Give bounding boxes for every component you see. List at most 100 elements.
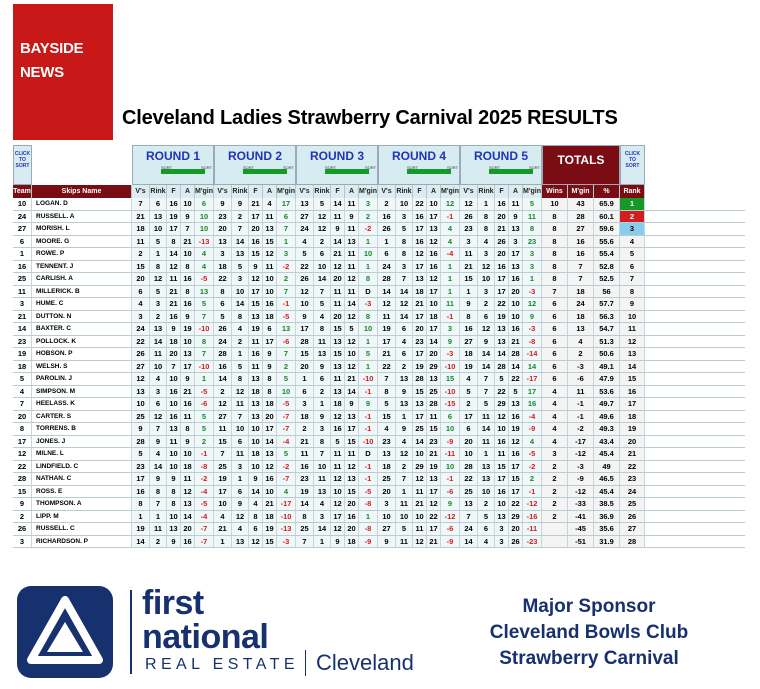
round-against: 11 <box>427 410 441 422</box>
round-against: 15 <box>345 435 359 447</box>
round-for: 17 <box>413 410 427 422</box>
column-round-4-vs[interactable]: V's <box>378 185 396 198</box>
round-against: 16 <box>509 448 523 460</box>
round-margin: 9 <box>441 498 460 510</box>
column-round-1-against[interactable]: A <box>181 185 195 198</box>
click-to-sort-button[interactable]: CLICK TO SORT <box>620 145 645 185</box>
column-round-3-margin[interactable]: M'gin <box>359 185 378 198</box>
round-against: 17 <box>181 360 195 372</box>
round-vs: 26 <box>296 273 314 285</box>
rank: 3 <box>620 223 645 235</box>
round-rink: 7 <box>314 285 331 297</box>
column-round-4-rink[interactable]: Rink <box>396 185 413 198</box>
round-margin: 7 <box>277 285 296 297</box>
sort-bar-button[interactable] <box>161 169 205 174</box>
sort-bar-button[interactable] <box>489 169 533 174</box>
round-against: 16 <box>345 510 359 522</box>
column-round-5-rink[interactable]: Rink <box>478 185 495 198</box>
column-round-3-for[interactable]: F <box>331 185 345 198</box>
column-round-3-against[interactable]: A <box>345 185 359 198</box>
column-round-3-rink[interactable]: Rink <box>314 185 331 198</box>
table-row: 23 POLLOCK. K 22 14 18 10 8 24 2 11 17 -6 28 11 13 12 1 1… <box>13 335 745 348</box>
column-rank[interactable]: Rank <box>620 185 645 198</box>
round-for: 11 <box>167 273 181 285</box>
total-wins: 6 <box>542 360 568 372</box>
round-for: 17 <box>167 223 181 235</box>
total-margin: 4 <box>568 335 594 347</box>
column-total-margin[interactable]: M'gin <box>568 185 594 198</box>
column-round-4-against[interactable]: A <box>427 185 441 198</box>
round-for: 9 <box>167 535 181 547</box>
round-rink: 7 <box>396 473 413 485</box>
column-round-1-vs[interactable]: V's <box>132 185 150 198</box>
round-for: 17 <box>495 285 509 297</box>
table-row: 1 ROWE. P 2 1 14 10 4 3 13 15 12 3 5 6 21 11 10 6 8 12 16 -4 1… <box>13 248 745 261</box>
total-wins: 6 <box>542 335 568 347</box>
team-number: 21 <box>13 310 32 322</box>
round-rink: 9 <box>150 473 167 485</box>
round-rink: 10 <box>314 460 331 472</box>
column-round-1-for[interactable]: F <box>167 185 181 198</box>
total-percent: 36.9 <box>594 510 620 522</box>
column-round-3-vs[interactable]: V's <box>296 185 314 198</box>
round-rink: 6 <box>314 373 331 385</box>
column-round-5-for[interactable]: F <box>495 185 509 198</box>
round-for: 17 <box>413 348 427 360</box>
click-to-sort-button[interactable]: CLICK TO SORT <box>13 145 32 185</box>
round-margin: -10 <box>277 510 296 522</box>
round-vs: 3 <box>296 398 314 410</box>
total-margin: 18 <box>568 310 594 322</box>
column-skips-name[interactable]: Skips Name <box>32 185 132 198</box>
round-for: 25 <box>413 423 427 435</box>
round-rink: 2 <box>314 235 331 247</box>
round-vs: 26 <box>214 323 232 335</box>
column-round-2-rink[interactable]: Rink <box>232 185 249 198</box>
round-against: 20 <box>263 410 277 422</box>
column-round-5-vs[interactable]: V's <box>460 185 478 198</box>
team-number: 10 <box>13 198 32 210</box>
column-round-2-margin[interactable]: M'gin <box>277 185 296 198</box>
round-against: 16 <box>427 248 441 260</box>
rank: 6 <box>620 260 645 272</box>
round-vs: 28 <box>132 435 150 447</box>
column-round-2-against[interactable]: A <box>263 185 277 198</box>
round-rink: 1 <box>150 248 167 260</box>
round-against: 20 <box>181 523 195 535</box>
column-round-4-for[interactable]: F <box>413 185 427 198</box>
column-round-1-margin[interactable]: M'gin <box>195 185 214 198</box>
column-round-5-against[interactable]: A <box>509 185 523 198</box>
round-rink: 3 <box>232 273 249 285</box>
round-rink: 13 <box>314 348 331 360</box>
round-margin: 10 <box>277 385 296 397</box>
total-percent: 46.5 <box>594 473 620 485</box>
page-title: Cleveland Ladies Strawberry Carnival 202… <box>122 107 618 129</box>
round-vs: 26 <box>460 210 478 222</box>
sort-bar-button[interactable] <box>325 169 369 174</box>
sort-bar-button[interactable] <box>407 169 451 174</box>
round-rink: 6 <box>314 248 331 260</box>
sort-bar-button[interactable] <box>243 169 287 174</box>
column-round-5-margin[interactable]: M'gin <box>523 185 542 198</box>
round-against: 13 <box>181 348 195 360</box>
total-wins: 8 <box>542 273 568 285</box>
column-total-wins[interactable]: Wins <box>542 185 568 198</box>
round-for: 5 <box>495 373 509 385</box>
column-round-4-margin[interactable]: M'gin <box>441 185 460 198</box>
round-against: 20 <box>509 285 523 297</box>
round-vs: 1 <box>132 510 150 522</box>
column-round-2-for[interactable]: F <box>249 185 263 198</box>
round-margin: 4 <box>277 485 296 497</box>
round-for: 20 <box>331 273 345 285</box>
rank: 28 <box>620 535 645 547</box>
round-rink: 6 <box>150 398 167 410</box>
round-against: 9 <box>509 210 523 222</box>
round-margin: 9 <box>523 310 542 322</box>
round-margin: 2 <box>523 473 542 485</box>
column-team[interactable]: Team <box>13 185 32 198</box>
column-round-2-vs[interactable]: V's <box>214 185 232 198</box>
column-round-1-rink[interactable]: Rink <box>150 185 167 198</box>
column-total-percent[interactable]: % <box>594 185 620 198</box>
round-rink: 5 <box>150 285 167 297</box>
round-for: 28 <box>413 373 427 385</box>
skip-name: LIPP. M <box>32 510 132 522</box>
